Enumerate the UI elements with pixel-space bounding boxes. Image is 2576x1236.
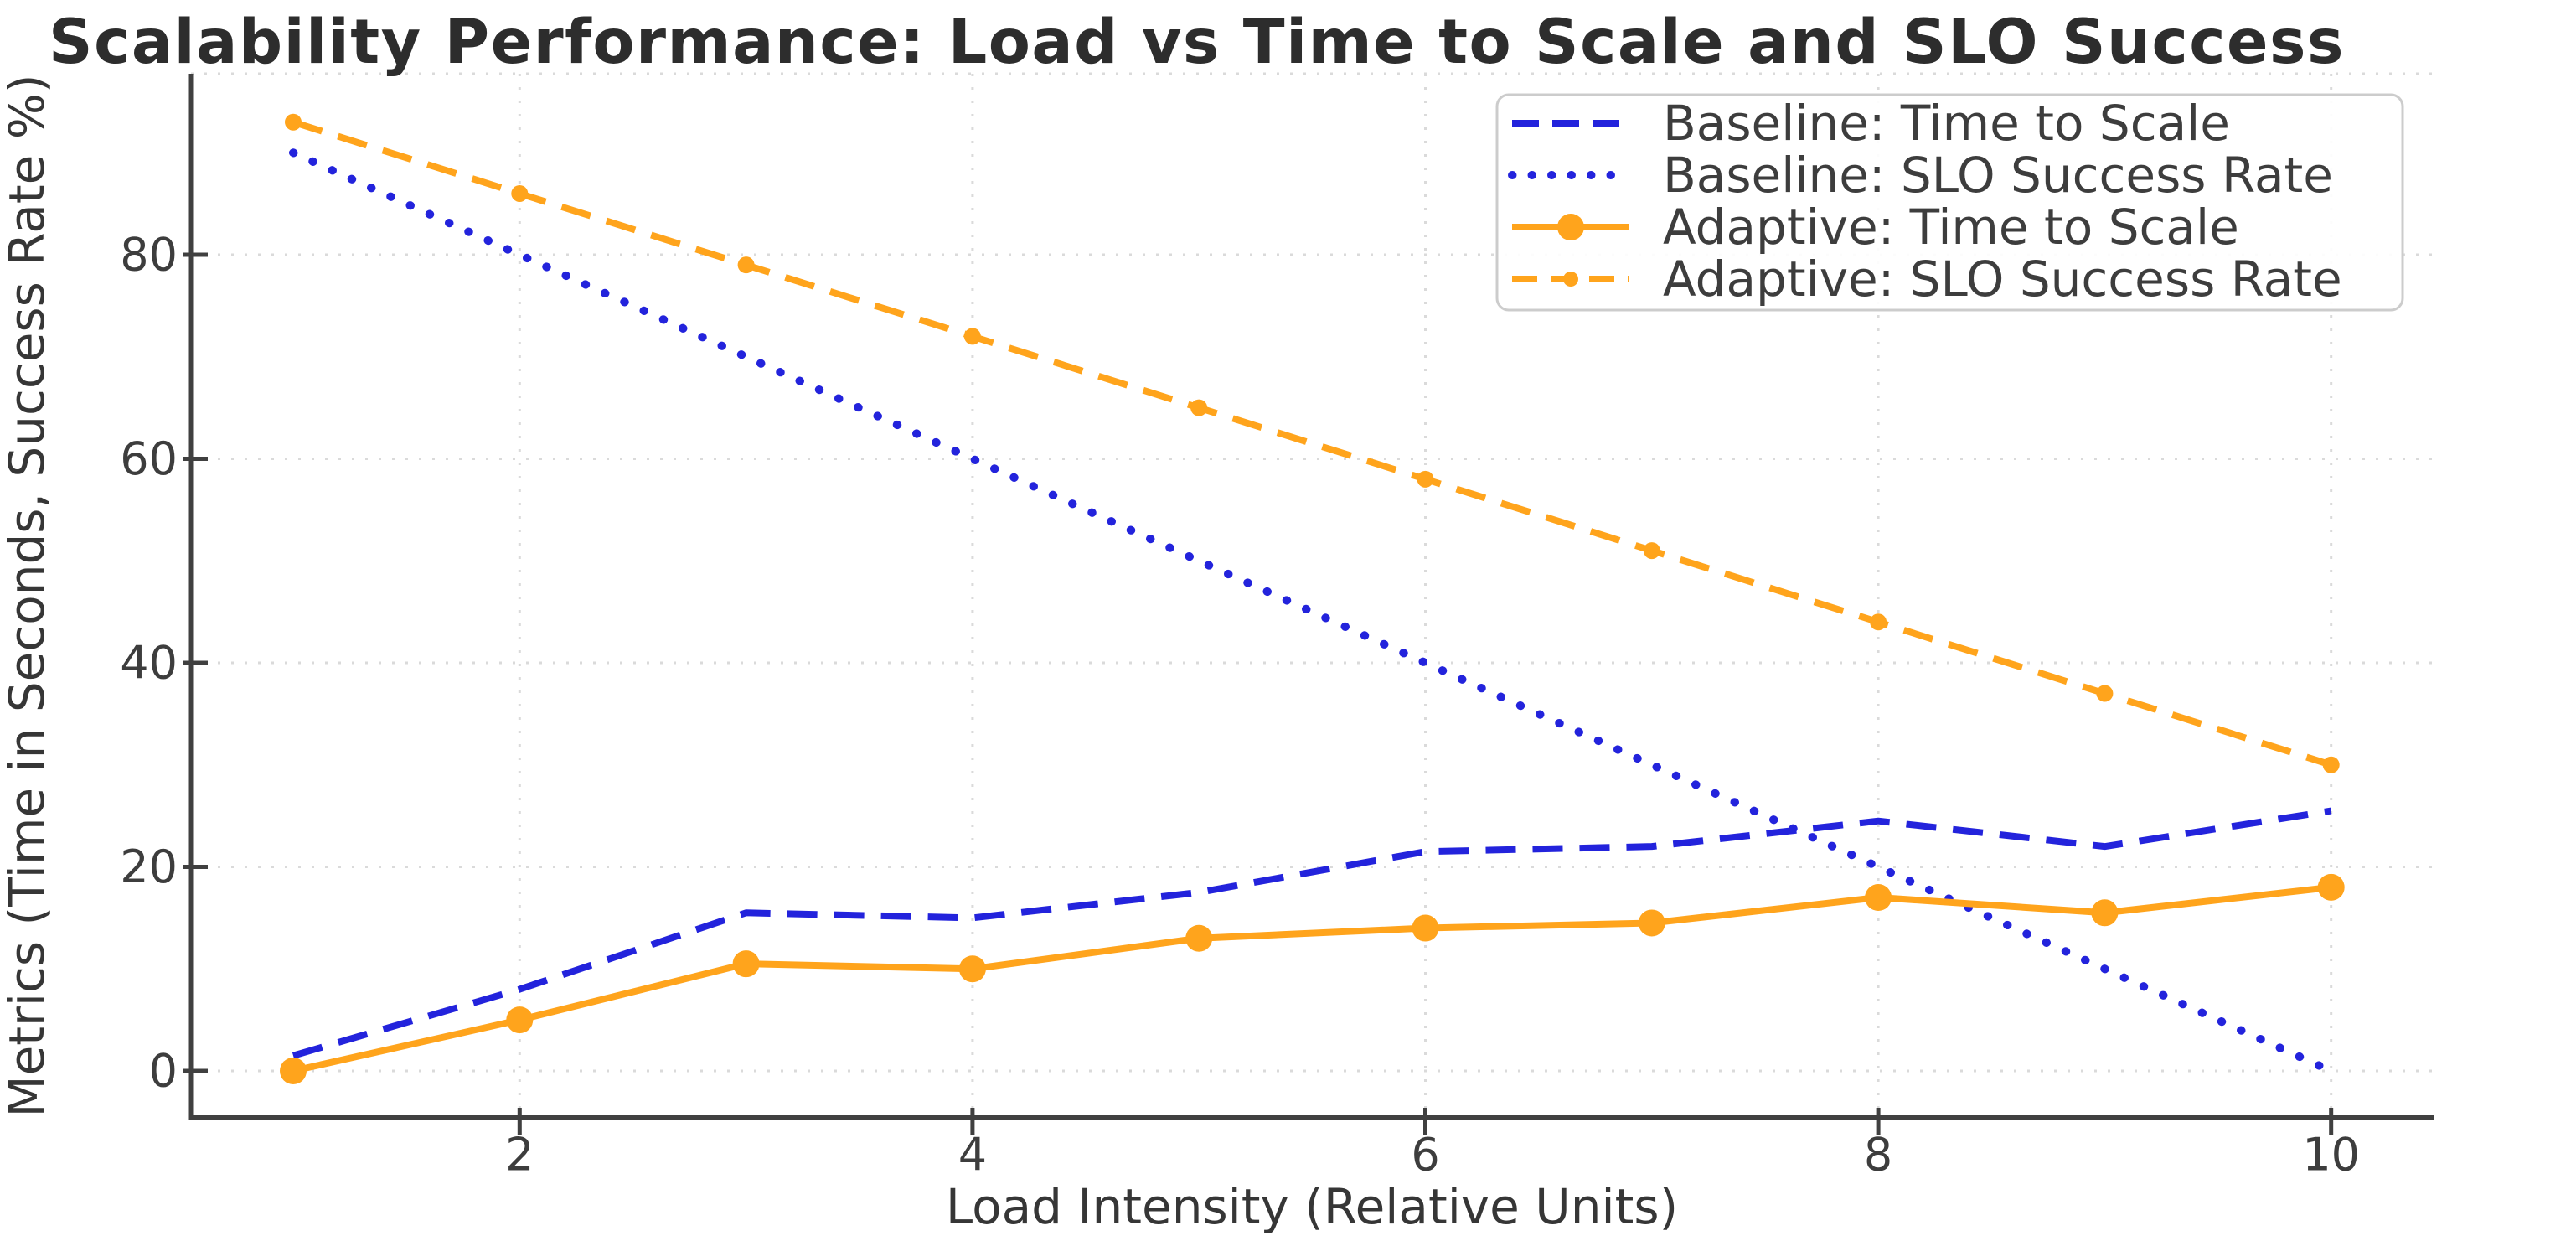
axes-spines: [188, 74, 2434, 1120]
x-tick-label: 4: [958, 1129, 987, 1182]
axis-ticks: 2 4 6 8 10 0 20 40 60 80: [120, 229, 2360, 1182]
legend-label-baseline-time: Baseline: Time to Scale: [1663, 95, 2230, 152]
y-tick-label: 20: [120, 840, 178, 893]
legend-label-baseline-slo: Baseline: SLO Success Rate: [1663, 147, 2333, 204]
series-2-marker: [2317, 873, 2345, 901]
y-tick-label: 80: [120, 229, 178, 282]
series-2-marker: [506, 1006, 534, 1034]
series-3-marker: [737, 256, 755, 274]
series-2-marker: [280, 1058, 307, 1084]
series-3-marker: [2096, 685, 2114, 702]
series-line-3: [292, 118, 2332, 768]
x-tick-label: 10: [2302, 1129, 2360, 1182]
series-3-marker: [511, 184, 529, 202]
series-line-1: [289, 148, 2336, 1075]
y-tick-label: 60: [120, 432, 178, 485]
series-2-marker: [1865, 884, 1892, 912]
legend-marker-adaptive-slo: [1563, 272, 1578, 287]
series-3-marker: [285, 113, 302, 131]
series-2-marker: [1185, 924, 1213, 952]
legend-label-adaptive-slo: Adaptive: SLO Success Rate: [1663, 251, 2342, 308]
series-3-marker: [1417, 470, 1434, 488]
series-3-marker: [2322, 756, 2340, 773]
x-tick-label: 6: [1411, 1129, 1439, 1182]
y-tick-label: 40: [120, 637, 178, 690]
chart-title: Scalability Performance: Load vs Time to…: [49, 7, 2345, 78]
x-tick-label: 8: [1864, 1129, 1892, 1182]
series-3-marker: [963, 328, 981, 345]
series-line-2: [292, 883, 2332, 1074]
series-line-0: [292, 807, 2332, 1059]
series-2-marker: [1412, 914, 1439, 942]
legend: Baseline: Time to Scale Baseline: SLO Su…: [1495, 93, 2404, 312]
series-3-marker: [1643, 542, 1660, 560]
series-3-marker: [1190, 399, 1208, 416]
legend-marker-adaptive-time: [1557, 214, 1584, 240]
x-tick-label: 2: [505, 1129, 534, 1182]
series-3-marker: [1870, 613, 1887, 631]
legend-box: [1495, 93, 2404, 312]
series-2-marker: [1638, 909, 1665, 937]
x-axis-label: Load Intensity (Relative Units): [946, 1178, 1678, 1235]
y-tick-label: 0: [149, 1045, 178, 1098]
series-2-marker: [2091, 899, 2119, 927]
y-axis-label: Metrics (Time in Seconds, Success Rate %…: [0, 75, 55, 1118]
data-series: [280, 113, 2345, 1084]
legend-label-adaptive-time: Adaptive: Time to Scale: [1663, 199, 2239, 256]
series-2-marker: [732, 950, 760, 978]
series-2-marker: [958, 955, 986, 983]
